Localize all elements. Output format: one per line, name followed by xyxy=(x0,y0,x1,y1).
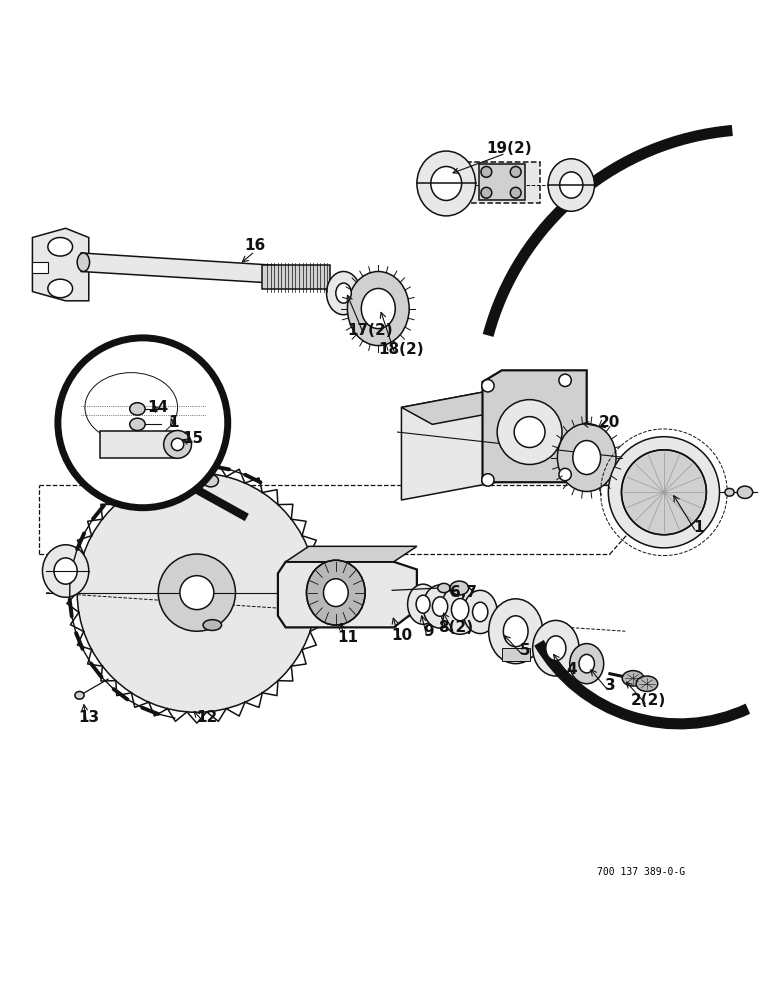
Polygon shape xyxy=(286,546,417,562)
Ellipse shape xyxy=(203,620,222,630)
Ellipse shape xyxy=(417,151,476,216)
Ellipse shape xyxy=(42,545,89,597)
Ellipse shape xyxy=(450,581,469,595)
Ellipse shape xyxy=(336,283,351,303)
Ellipse shape xyxy=(725,488,734,496)
Ellipse shape xyxy=(431,166,462,200)
Ellipse shape xyxy=(452,599,469,621)
Text: 700 137 389-0-G: 700 137 389-0-G xyxy=(597,867,685,877)
Ellipse shape xyxy=(482,474,494,486)
Text: 10: 10 xyxy=(391,628,412,643)
Ellipse shape xyxy=(180,576,214,610)
Text: 1: 1 xyxy=(168,415,179,430)
Ellipse shape xyxy=(130,403,145,415)
Polygon shape xyxy=(479,164,525,200)
Polygon shape xyxy=(463,162,540,203)
Polygon shape xyxy=(100,431,178,458)
Ellipse shape xyxy=(472,602,488,622)
Text: 18(2): 18(2) xyxy=(378,342,425,357)
Ellipse shape xyxy=(622,671,644,686)
Ellipse shape xyxy=(416,595,430,613)
Polygon shape xyxy=(401,384,556,424)
Ellipse shape xyxy=(573,441,601,475)
Ellipse shape xyxy=(54,558,77,584)
Text: 5: 5 xyxy=(520,643,530,658)
Ellipse shape xyxy=(164,431,191,458)
Text: 3: 3 xyxy=(604,678,615,693)
Ellipse shape xyxy=(171,438,184,451)
Ellipse shape xyxy=(514,417,545,448)
Text: 8(2): 8(2) xyxy=(438,620,473,635)
Ellipse shape xyxy=(503,616,528,647)
Ellipse shape xyxy=(579,654,594,673)
Polygon shape xyxy=(502,648,530,661)
Ellipse shape xyxy=(77,253,90,271)
Text: 14: 14 xyxy=(147,400,169,415)
Ellipse shape xyxy=(130,418,145,431)
Ellipse shape xyxy=(441,585,479,634)
Text: 2(2): 2(2) xyxy=(631,693,666,708)
Ellipse shape xyxy=(489,599,543,664)
Ellipse shape xyxy=(737,486,753,498)
Text: 13: 13 xyxy=(78,710,100,725)
Polygon shape xyxy=(81,253,324,286)
Ellipse shape xyxy=(463,590,497,634)
Text: 20: 20 xyxy=(599,415,621,430)
Ellipse shape xyxy=(559,468,571,481)
Ellipse shape xyxy=(327,271,361,315)
Ellipse shape xyxy=(75,691,84,699)
Ellipse shape xyxy=(559,374,571,387)
Text: 11: 11 xyxy=(337,630,358,645)
Ellipse shape xyxy=(570,644,604,684)
Ellipse shape xyxy=(48,238,73,256)
Circle shape xyxy=(77,473,317,712)
Text: 17(2): 17(2) xyxy=(347,323,394,338)
Ellipse shape xyxy=(158,554,235,631)
Ellipse shape xyxy=(306,560,365,625)
Ellipse shape xyxy=(438,583,450,593)
Text: 19(2): 19(2) xyxy=(486,141,533,156)
Ellipse shape xyxy=(203,475,218,487)
Text: 6,7: 6,7 xyxy=(450,585,476,600)
Text: 1: 1 xyxy=(693,520,704,535)
Ellipse shape xyxy=(408,584,438,624)
Ellipse shape xyxy=(482,380,494,392)
Polygon shape xyxy=(32,262,48,273)
Ellipse shape xyxy=(548,159,594,211)
Ellipse shape xyxy=(361,288,395,329)
Ellipse shape xyxy=(481,187,492,198)
Ellipse shape xyxy=(560,172,583,198)
Ellipse shape xyxy=(497,400,562,464)
Ellipse shape xyxy=(557,424,616,492)
Ellipse shape xyxy=(608,437,720,548)
Text: 16: 16 xyxy=(244,238,266,253)
Polygon shape xyxy=(262,265,330,289)
Ellipse shape xyxy=(510,187,521,198)
Text: 4: 4 xyxy=(566,662,577,677)
Text: 9: 9 xyxy=(423,624,434,639)
Ellipse shape xyxy=(432,597,448,616)
Polygon shape xyxy=(278,562,417,627)
Ellipse shape xyxy=(621,450,706,535)
Ellipse shape xyxy=(510,166,521,177)
Polygon shape xyxy=(401,384,525,500)
Text: 15: 15 xyxy=(182,431,204,446)
Ellipse shape xyxy=(423,585,457,628)
Ellipse shape xyxy=(48,279,73,298)
Ellipse shape xyxy=(347,271,409,346)
Circle shape xyxy=(58,338,228,508)
Text: 12: 12 xyxy=(196,710,218,725)
Polygon shape xyxy=(32,228,89,301)
Ellipse shape xyxy=(481,166,492,177)
Ellipse shape xyxy=(533,620,579,676)
Ellipse shape xyxy=(323,579,348,607)
Ellipse shape xyxy=(636,676,658,691)
Ellipse shape xyxy=(546,636,566,661)
Polygon shape xyxy=(482,370,587,482)
